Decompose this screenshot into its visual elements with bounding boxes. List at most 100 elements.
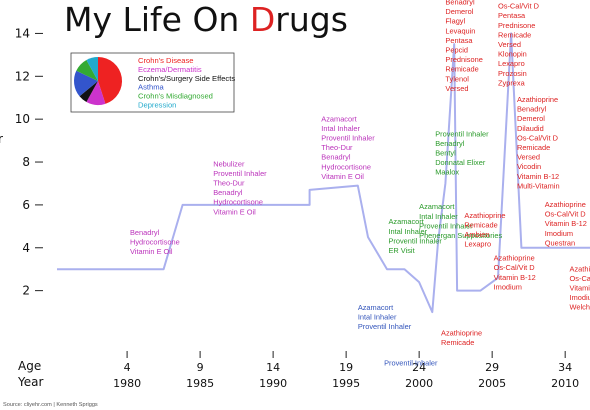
age-tick-label: 29 <box>485 361 499 374</box>
drug-annotation-line: Imodium <box>545 229 573 238</box>
drug-annotation-line: Remicade <box>445 65 478 74</box>
drug-annotation-line: Vicodin <box>517 162 541 171</box>
age-row-label: Age <box>18 359 41 373</box>
drug-annotation-line: Intal Inhaler <box>388 227 427 236</box>
drug-annotation-line: Os-Cal/Vit D <box>545 210 586 219</box>
legend-pie-slice <box>76 59 98 81</box>
year-tick-label: 1985 <box>186 377 214 390</box>
drug-annotation-line: Os-Cal/Vit D <box>517 133 558 142</box>
drug-annotation: Azamacort Intal Inhaler Proventil Inhaler T… <box>321 114 375 181</box>
chart-title: My Life On Drugs <box>64 0 348 39</box>
y-tick-label: 4 <box>22 241 30 255</box>
drug-annotation-line: Hydrocortisone <box>130 238 180 247</box>
drug-annotation-line: Multi-Vitamin <box>517 181 560 190</box>
drug-annotation-line: Intal Inhaler <box>321 124 360 133</box>
drug-annotation-line: Versed <box>445 84 468 93</box>
year-tick-label: 2010 <box>551 377 579 390</box>
legend-pie-slice <box>79 81 98 103</box>
drug-annotation-line: Proventil Inhaler <box>358 322 412 331</box>
drug-annotation-line: Intal Inhaler <box>419 212 458 221</box>
drug-annotation-line: Proventil Inhaler <box>435 129 489 138</box>
drug-annotation-line: Tylenol <box>445 74 469 83</box>
drug-annotation-line: Os-Cal/Vit D <box>498 2 539 11</box>
drug-annotation-line: Imodiu <box>570 293 590 302</box>
age-tick-label: 34 <box>558 361 572 374</box>
year-tick-label: 1990 <box>259 377 287 390</box>
drug-annotation-line: Zyprexa <box>498 78 526 87</box>
drug-annotation: Nebulizer Proventil Inhaler Theo-Dur Benadr… <box>213 159 267 216</box>
legend-entry: Depression <box>138 101 176 110</box>
drug-annotation-line: Dilaudid <box>498 0 525 1</box>
drug-annotation-line: Pepcid <box>445 45 468 54</box>
drug-annotation-line: Prednisone <box>498 21 535 30</box>
drug-annotation-line: Pentasa <box>445 36 473 45</box>
drug-annotation: Azathioprine Remicade <box>441 329 482 348</box>
drug-annotation-line: Lexapro <box>498 59 525 68</box>
drug-annotation-line: Remicade <box>441 338 474 347</box>
drug-annotation-line: Proventil Inhaler <box>388 236 442 245</box>
legend-entry: Asthma <box>138 83 165 92</box>
drug-annotation: Benadryl Hydrocortisone Vitamin E Oil <box>130 228 180 256</box>
drug-annotation-line: Vitamin B-12 <box>494 273 536 282</box>
drug-annotation-line: Azamacort <box>388 217 423 226</box>
drug-annotation-line: Azamacort <box>419 202 454 211</box>
drug-annotation-line: Welcho <box>570 303 590 312</box>
drug-annotation-line: Lexapro <box>464 240 491 249</box>
drug-annotation-line: Phenergan Suppositories <box>419 231 502 240</box>
series-line <box>57 32 590 314</box>
drug-annotation-line: Benadryl <box>445 0 475 6</box>
drug-annotation: AzathioprineBenadrylCiproDemerolDilaudid… <box>498 0 539 87</box>
age-tick-label: 4 <box>124 361 131 374</box>
drug-annotation-line: Imodium <box>494 282 522 291</box>
age-tick-label: 19 <box>339 361 353 374</box>
drug-annotation-line: Benadryl <box>321 153 351 162</box>
drug-annotation-line: Azathioprine <box>494 254 535 263</box>
legend-pie-slice <box>98 56 123 104</box>
drug-annotation-line: Questran <box>545 238 575 247</box>
drug-annotation-line: Nebulizer <box>213 159 245 168</box>
drug-annotation-line: Os-Cal/ <box>570 274 590 283</box>
drug-annotation-line: Versed <box>517 153 540 162</box>
legend-entry: Crohn's/Surgery Side Effects <box>138 74 235 83</box>
year-row-label: Year <box>17 375 43 389</box>
drug-annotation: Azathioprine Remicade Ambien Lexapro <box>464 211 505 249</box>
drug-annotation-line: Azathio <box>570 264 590 273</box>
drug-annotation-line: Donnatal Elixer <box>435 158 486 167</box>
drug-annotation-line: Theo-Dur <box>213 179 245 188</box>
x-axis: Age Year 4 1980 9 1985 14 1990 19 1995 24 2000 29 2… <box>17 351 579 390</box>
drug-annotation-line: Vitamin E Oil <box>213 207 256 216</box>
drug-annotation-line: Proventil Inhaler <box>384 359 438 368</box>
drug-annotation: Azathioprine Benadryl Demerol Dilaudid Os-Ca… <box>517 95 560 190</box>
legend-entry: Crohn's Misdiagnosed <box>138 92 213 101</box>
year-tick-label: 1995 <box>332 377 360 390</box>
year-tick-label: 2005 <box>478 377 506 390</box>
y-tick-label: 10 <box>15 112 30 126</box>
source-note: Source: cliyehr.com | Kenneth Spriggs <box>3 402 98 408</box>
drug-annotation-line: Levaquin <box>445 26 475 35</box>
drug-annotation-line: Hydrocortisone <box>321 162 371 171</box>
y-axis-label: r <box>0 132 3 146</box>
drug-annotation: Azathioprine Os-Cal/Vit D Vitamin B-12 Imod… <box>545 200 587 247</box>
drug-annotation: Azamacort Intal Inhaler Proventil Inhaler E… <box>388 217 442 255</box>
legend-pie-slice <box>73 70 98 97</box>
drug-annotation-line: Vitamin B-12 <box>545 219 587 228</box>
drug-annotation-line: Benadryl <box>517 105 547 114</box>
drug-annotation-line: Azathioprine <box>441 329 482 338</box>
drug-annotation-line: Vitamin E Oil <box>130 247 173 256</box>
chart-title-prefix: My Life On <box>64 0 250 39</box>
drug-annotation-line: Prozosin <box>498 69 527 78</box>
drug-annotation-line: Azathioprine <box>464 211 505 220</box>
drug-annotation: Proventil Inhaler Benadryl Bentyl Donnatal … <box>435 129 489 176</box>
drug-annotation-line: Hydrocortisone <box>213 198 263 207</box>
drug-annotation-line: Intal Inhaler <box>358 313 397 322</box>
drug-annotation-line: Azathioprine <box>545 200 586 209</box>
legend-pie-slice <box>86 57 98 81</box>
drug-annotation: AzathioOs-Cal/VitaminImodiuWelcho <box>570 264 590 311</box>
drug-annotation: Azamacort Intal Inhaler Proventil Inhaler <box>358 303 412 331</box>
year-tick-label: 2000 <box>405 377 433 390</box>
y-tick-label: 2 <box>22 284 30 298</box>
drug-annotation-line: Versed <box>498 40 521 49</box>
drug-annotation-line: Azamacort <box>358 303 393 312</box>
drug-annotation-line: Demerol <box>445 7 473 16</box>
